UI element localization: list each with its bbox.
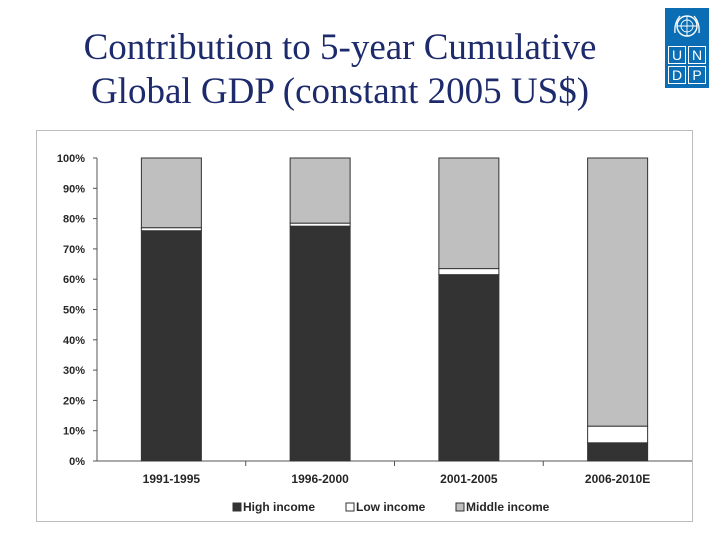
x-category-label: 2001-2005 [440,472,498,486]
bar-low-income-2001-2005 [438,268,500,276]
y-tick-label: 100% [57,153,85,165]
logo-letter-u: U [668,46,686,64]
bar-high-income-1996-2000 [289,225,351,462]
y-tick-label: 70% [63,244,85,256]
y-tick-label: 40% [63,335,85,347]
y-tick-label: 50% [63,305,85,317]
bar-middle-income-2001-2005 [438,157,500,270]
un-emblem-icon [674,15,700,37]
bar-low-income-2006-2010E [587,425,649,444]
x-category-label: 2006-2010E [585,472,650,486]
logo-letter-n: N [688,46,706,64]
bar-high-income-1991-1995 [140,230,202,462]
y-tick-label: 10% [63,426,85,438]
legend-label: Middle income [466,500,550,514]
y-tick-label: 80% [63,214,85,226]
y-tick-label: 60% [63,274,85,286]
legend-swatch [232,502,242,512]
bar-middle-income-1991-1995 [140,157,202,229]
logo-letter-d: D [668,66,686,84]
bar-middle-income-1996-2000 [289,157,351,224]
slide-title-line-1: Contribution to 5-year Cumulative [83,27,597,68]
y-tick-label: 0% [69,456,85,468]
slide-title-line-2: Global GDP (constant 2005 US$) [90,71,590,112]
legend-label: High income [243,500,315,514]
y-tick-label: 20% [63,395,85,407]
undp-logo: U N D P [665,8,709,88]
x-category-label: 1991-1995 [143,472,201,486]
bar-high-income-2001-2005 [438,274,500,462]
x-category-label: 1996-2000 [291,472,349,486]
y-tick-label: 30% [63,365,85,377]
bar-middle-income-2006-2010E [587,157,649,427]
legend-swatch [345,502,355,512]
legend-swatch [455,502,465,512]
legend-label: Low income [356,500,426,514]
stacked-bar-chart: 0% 10% 20% 30% 40% 50% 60% 70% 80% 90% 100% 1991-19… [57,153,692,514]
logo-letter-p: P [688,66,706,84]
chart-frame: 0% 10% 20% 30% 40% 50% 60% 70% 80% 90% 100% 1991-19… [36,130,693,522]
bar-high-income-2006-2010E [587,442,649,462]
y-tick-label: 90% [63,183,85,195]
slide-title: Contribution to 5-year Cumulative Global… [40,26,640,114]
